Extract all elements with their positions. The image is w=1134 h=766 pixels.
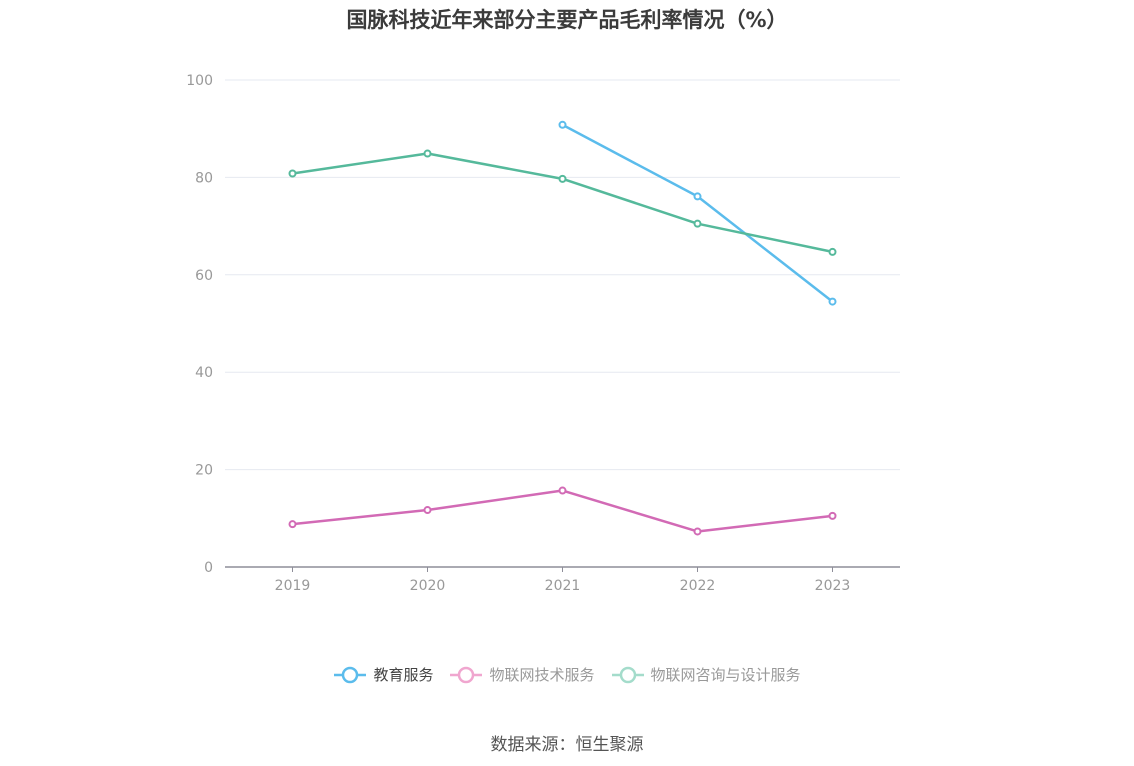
x-tick-label: 2019 [275,578,311,594]
data-point[interactable] [423,506,432,515]
data-point[interactable] [423,149,432,158]
chart-title: 国脉科技近年来部分主要产品毛利率情况（%） [346,8,788,32]
legend-item[interactable]: 物联网咨询与设计服务 [611,664,801,685]
data-point[interactable] [693,192,702,201]
data-point[interactable] [288,520,297,529]
data-point[interactable] [693,527,702,536]
series-0 [558,120,837,306]
data-point[interactable] [828,511,837,520]
legend: 教育服务 物联网技术服务 物联网咨询与设计服务 [0,664,1134,685]
data-point[interactable] [828,297,837,306]
series-line [292,489,833,533]
y-tick-label: 80 [195,170,213,186]
series-2 [288,149,837,256]
legend-item[interactable]: 教育服务 [333,664,433,685]
y-tick-label: 40 [195,365,213,381]
legend-label: 物联网咨询与设计服务 [650,666,801,684]
data-point[interactable] [558,174,567,183]
data-point[interactable] [558,486,567,495]
data-point[interactable] [693,219,702,228]
data-point[interactable] [828,247,837,256]
legend-item[interactable]: 物联网技术服务 [449,664,595,685]
y-axis-tick-labels: 0 20 40 60 80 100 [186,73,213,576]
x-tick-label: 2020 [410,578,446,594]
legend-swatch-icon [334,666,367,683]
x-axis-tick-labels: 2019 2020 2021 2022 2023 [275,578,851,594]
x-tick-label: 2022 [680,578,716,594]
series-1 [288,486,837,536]
source-note: 数据来源：恒生聚源 [490,735,644,755]
x-axis [225,566,900,572]
line-chart: 0 20 40 60 80 100 2019 2020 2021 2022 2023 [186,73,900,594]
y-tick-label: 20 [195,463,213,479]
x-tick-label: 2023 [815,578,851,594]
legend-swatch-icon [611,666,644,683]
legend-label: 教育服务 [373,666,434,684]
legend-label: 物联网技术服务 [489,666,595,684]
series-lines [288,120,837,536]
data-point[interactable] [558,120,567,129]
x-tick-label: 2021 [545,578,581,594]
data-point[interactable] [288,169,297,178]
y-tick-label: 100 [186,73,213,89]
y-tick-label: 0 [204,560,213,576]
legend-swatch-icon [450,666,483,683]
y-tick-label: 60 [195,268,213,284]
